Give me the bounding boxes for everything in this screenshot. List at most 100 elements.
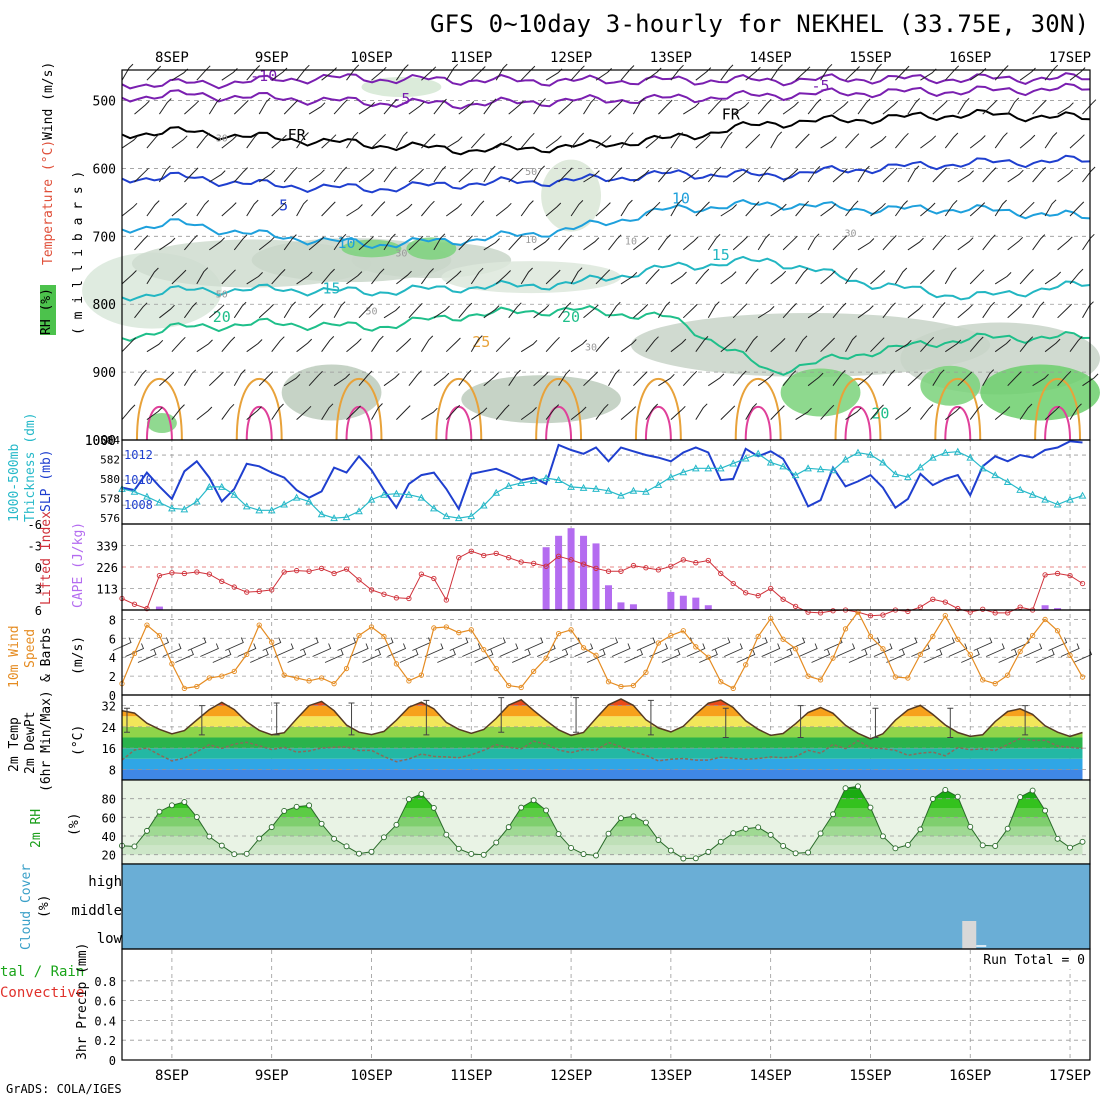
rh-shading	[630, 312, 991, 377]
thickness-point	[267, 506, 276, 514]
thickness-point	[305, 497, 313, 505]
temp-tick-label: 16	[102, 742, 116, 756]
wind-barb	[558, 302, 572, 319]
thickness-point	[1016, 485, 1024, 493]
wind-speed-point	[605, 679, 612, 685]
wind-barb	[757, 373, 774, 387]
p4-label-d: (m/s)	[71, 636, 86, 675]
cape-tick-label: 113	[96, 583, 118, 597]
wind-barb	[595, 202, 611, 217]
lifted-index-point	[194, 569, 200, 575]
wind-barb	[969, 135, 986, 149]
wind-barb	[732, 169, 749, 183]
wind-barb	[782, 370, 797, 387]
wind-barb	[857, 238, 875, 251]
wind-barb	[433, 372, 450, 387]
lifted-index-point	[1042, 572, 1048, 578]
rh-point	[131, 843, 138, 850]
thickness-point	[1066, 495, 1074, 503]
surface-wind-barb	[1048, 637, 1068, 651]
wind-barb	[471, 407, 488, 421]
temp-minmax-bar	[273, 702, 280, 736]
rh-band	[122, 845, 1083, 855]
rh-point	[867, 804, 874, 811]
wind-barb	[795, 335, 808, 352]
rh-point	[767, 831, 774, 838]
p1-wind-label: Wind (m/s)	[41, 62, 56, 140]
lifted-index-point	[231, 584, 237, 590]
wind-barb	[932, 302, 946, 319]
wind-barb	[683, 102, 700, 115]
surface-wind-barb	[262, 637, 282, 651]
slp-thickness-panel: 1008 1010 1012 576 578 580 582 584	[100, 434, 1091, 525]
cape-bar	[704, 605, 712, 610]
thickness-tick-label: 582	[100, 454, 120, 467]
wind-barb	[907, 98, 921, 115]
wind-barb	[196, 200, 210, 217]
wind-barb	[895, 339, 912, 353]
wind-speed-point	[331, 681, 337, 687]
wind-barb	[233, 234, 248, 251]
temp-band	[122, 758, 1083, 770]
wind-barb	[508, 167, 524, 183]
bottom-date-label: 16SEP	[949, 1068, 991, 1084]
wind-barb	[595, 336, 610, 353]
thickness-point	[891, 470, 900, 478]
wind-barb	[645, 269, 660, 285]
rh-point	[480, 851, 487, 858]
wind-barb	[121, 202, 138, 217]
wind-barb	[570, 267, 583, 285]
wind-speed-point	[655, 640, 662, 646]
temp-contour-25	[634, 378, 682, 441]
lifted-index-point	[605, 568, 612, 574]
wind-speed-point	[867, 633, 874, 640]
surface-wind-barb	[237, 643, 257, 657]
thickness-point	[205, 482, 214, 490]
rh-point	[393, 821, 400, 828]
thickness-point	[816, 465, 825, 473]
wind-speed-point	[343, 665, 350, 672]
wind-barb	[944, 132, 959, 149]
surface-wind-barb	[873, 643, 893, 657]
wind-speed-point	[630, 682, 637, 689]
wind-speed-point	[543, 655, 549, 661]
wind-barb	[520, 339, 538, 353]
rh-contour-label: 30	[216, 133, 228, 144]
wind-barb	[346, 271, 363, 285]
temp-minmax-bar	[947, 707, 954, 738]
wind-barb	[907, 371, 923, 387]
wind-barb	[146, 267, 159, 285]
lifted-index-point	[593, 565, 599, 572]
wind-barb	[1032, 301, 1045, 319]
surface-wind-barb	[848, 649, 868, 663]
thickness-point	[193, 497, 201, 505]
low-cloud-bar	[962, 921, 977, 949]
wind-barb	[907, 165, 920, 183]
bottom-date-label: 15SEP	[849, 1068, 891, 1084]
rh-point	[493, 839, 500, 846]
wind-barb	[308, 370, 323, 387]
p5-label-d: (°C)	[71, 725, 86, 756]
p2-label-a: 1000-500mb	[7, 444, 22, 522]
lifted-index-point	[493, 550, 499, 557]
wind-barb	[221, 202, 237, 217]
surface-wind-barb	[536, 643, 556, 657]
wind-barb	[820, 337, 835, 353]
wind-barb	[870, 270, 886, 285]
contour-label: 20	[562, 308, 580, 326]
wind-barb	[296, 199, 308, 217]
wind-barb	[1032, 99, 1047, 115]
rh-point	[1017, 794, 1024, 801]
wind-barb	[420, 268, 434, 285]
lifted-index-point	[431, 575, 437, 582]
wind-speed-point	[842, 626, 849, 632]
rh-contour-label: 30	[585, 342, 597, 353]
p7-label-a: Cloud Cover	[19, 864, 34, 950]
temp-contour-25	[834, 378, 882, 441]
top-date-label: 17SEP	[1049, 50, 1091, 66]
wind-barb	[982, 167, 997, 183]
wind-speed-point	[892, 674, 899, 680]
wind-barb	[458, 168, 474, 183]
wind-barb	[932, 234, 947, 251]
